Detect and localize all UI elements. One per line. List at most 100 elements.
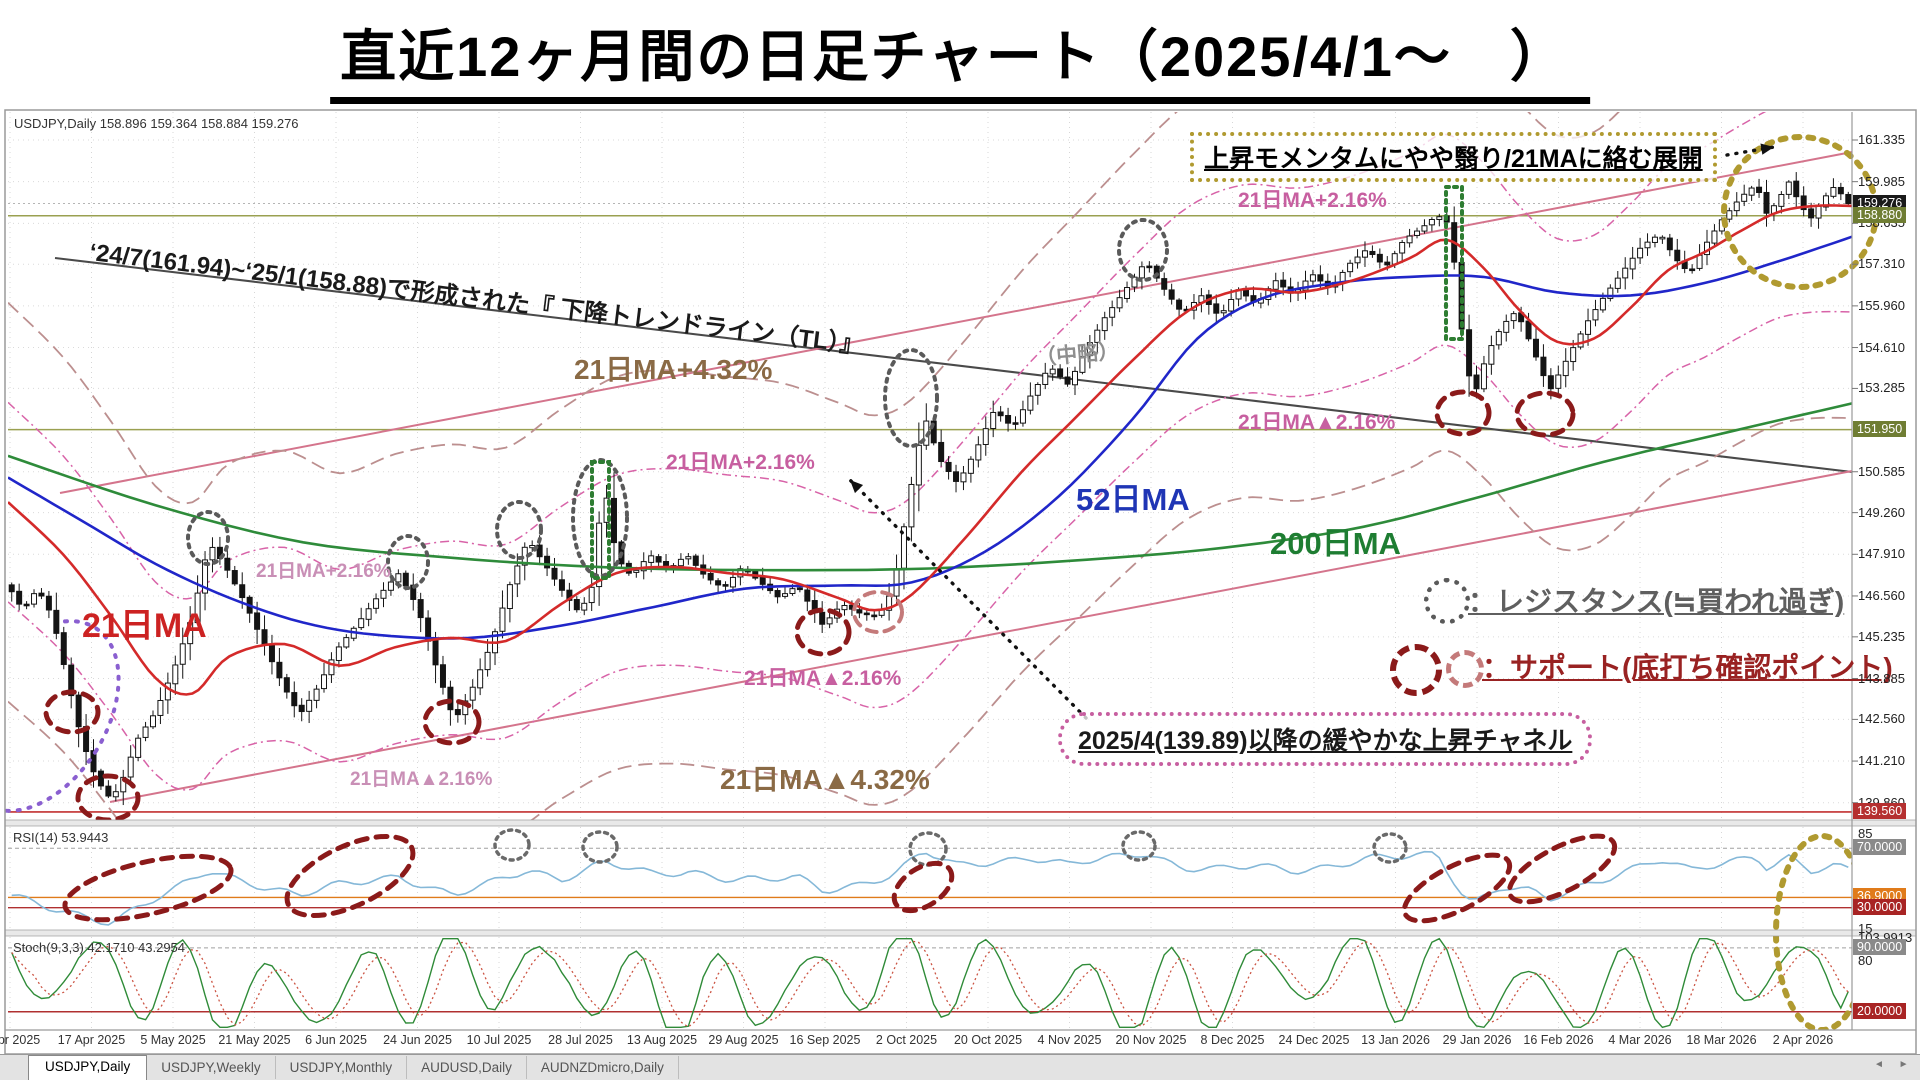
scale-label: 149.260 — [1858, 504, 1905, 520]
resistance-ellipse — [883, 348, 939, 448]
date-tick-label: 29 Aug 2025 — [708, 1033, 779, 1047]
ma-envelopes — [8, 112, 1853, 820]
support-ellipse — [75, 773, 141, 820]
resistance-legend-icon — [1424, 578, 1470, 624]
env-minus-216-mid: 21日MA▲2.16% — [744, 667, 902, 690]
date-tick-label: 18 Mar 2026 — [1686, 1033, 1757, 1047]
support-ellipse — [43, 689, 101, 735]
support-light-legend-icon — [1446, 650, 1484, 688]
scale-label: 145.235 — [1858, 628, 1905, 644]
rsi-resistance-circle — [493, 828, 531, 862]
env-plus-216-left: 21日MA+2.16% — [256, 561, 391, 582]
date-tick-label: 6 Jun 2025 — [305, 1033, 367, 1047]
scale-label: 141.210 — [1858, 753, 1905, 769]
date-tick-label: 20 Nov 2025 — [1115, 1033, 1187, 1047]
rsi-support-ellipse — [1506, 833, 1618, 905]
scale-value-box: 20.0000 — [1853, 1002, 1907, 1019]
breakout-candle-box — [590, 460, 611, 580]
rsi-indicator-label: RSI(14) 53.9443 — [13, 830, 109, 845]
tab-audusd-daily[interactable]: AUDUSD,Daily — [407, 1056, 527, 1079]
stoch-panel — [8, 937, 1852, 1029]
support-ellipse — [422, 698, 482, 746]
scale-value-box: 90.0000 — [1853, 938, 1907, 955]
date-tick-label: 24 Jun 2025 — [383, 1033, 452, 1047]
tab-scroll-arrows[interactable]: ◄ ► — [1874, 1059, 1915, 1070]
rsi-support-ellipse — [1401, 852, 1513, 924]
rsi-support-ellipse — [891, 860, 955, 914]
date-tick-label: 24 Dec 2025 — [1278, 1033, 1350, 1047]
env-plus-432-label: 21日MA+4.32% — [574, 354, 773, 385]
purple-zone-ellipse — [0, 619, 121, 813]
momentum-annotation: 上昇モメンタムにやや翳り/21MAに絡む展開 — [1190, 132, 1717, 182]
date-tick-label: 16 Sep 2025 — [789, 1033, 861, 1047]
env-plus-216-top: 21日MA+2.16% — [1238, 189, 1387, 212]
rsi-support-ellipse — [284, 833, 416, 919]
rsi-resistance-circle — [1121, 830, 1157, 862]
channel-annotation: 2025/4(139.89)以降の緩やかな上昇チャネル — [1058, 712, 1593, 766]
scale-value-box: 158.880 — [1853, 206, 1907, 223]
drop-candle-box — [1444, 185, 1464, 341]
resistance-legend-label: ：レジスタンス(≒買われ過ぎ) — [1468, 586, 1845, 617]
support-ellipse — [1434, 389, 1492, 437]
env-plus-216-mid: 21日MA+2.16% — [666, 451, 815, 474]
tab-usdjpy-monthly[interactable]: USDJPY,Monthly — [276, 1056, 408, 1079]
rsi-resistance-circle — [581, 830, 619, 864]
date-tick-label: 20 Oct 2025 — [953, 1033, 1023, 1047]
date-tick-label: 10 Jul 2025 — [466, 1033, 532, 1047]
scale-label: 143.885 — [1858, 670, 1905, 686]
ma21-label: 21日MA — [82, 607, 207, 645]
env-minus-216-right: 21日MA▲2.16% — [1238, 411, 1396, 434]
env-minus-432-label: 21日MA▲4.32% — [720, 764, 930, 795]
scale-label: 155.960 — [1858, 297, 1905, 313]
support-legend-label: ：サポート(底打ち確認ポイント) — [1482, 652, 1893, 683]
scale-label: 153.285 — [1858, 380, 1905, 396]
scale-label: 159.985 — [1858, 173, 1905, 189]
support-ellipse — [794, 607, 852, 657]
window-chrome — [4, 109, 1917, 1055]
scale-label: 147.910 — [1858, 546, 1905, 562]
date-tick-label: 2 Oct 2025 — [875, 1033, 938, 1047]
date-tick-label: 21 May 2025 — [218, 1033, 291, 1047]
scale-label: 146.560 — [1858, 587, 1905, 603]
rsi-support-ellipse — [62, 853, 234, 923]
tab-audnzdmicro-daily[interactable]: AUDNZDmicro,Daily — [527, 1056, 679, 1079]
chart-symbol-info: USDJPY,Daily 158.896 159.364 158.884 159… — [14, 116, 299, 131]
date-tick-label: 4 Nov 2025 — [1037, 1033, 1102, 1047]
channel-note-arrow — [848, 478, 1088, 720]
scale-label: 85 — [1858, 826, 1873, 841]
scale-value-box: 159.276 — [1853, 194, 1907, 211]
chart-tabs[interactable]: USDJPY,Daily USDJPY,Weekly USDJPY,Monthly A… — [0, 1054, 1920, 1080]
scale-value-box: 151.950 — [1853, 420, 1907, 437]
ma52-label: 52日MA — [1076, 482, 1190, 517]
level-lines — [8, 203, 1852, 813]
date-tick-label: 8 Dec 2025 — [1200, 1033, 1265, 1047]
scale-label: 157.310 — [1858, 256, 1905, 272]
scale-label: 142.560 — [1858, 711, 1905, 727]
momentum-note-arrow — [1725, 145, 1776, 157]
scale-label: 15 — [1858, 920, 1873, 936]
rsi-resistance-circle — [908, 831, 948, 867]
date-tick-label: 1 Apr 2025 — [0, 1033, 41, 1047]
support-light-ellipse — [852, 590, 904, 634]
date-tick-label: 29 Jan 2026 — [1442, 1033, 1512, 1047]
scale-value-box: 30.0000 — [1853, 898, 1907, 915]
resistance-ellipse — [386, 534, 430, 590]
date-tick-label: 4 Mar 2026 — [1608, 1033, 1672, 1047]
date-tick-label: 28 Jul 2025 — [548, 1033, 613, 1047]
page-title: 直近12ヶ月間の日足チャート（2025/4/1～ ） — [330, 12, 1590, 104]
rsi-resistance-circle — [1372, 832, 1408, 864]
resistance-ellipse — [186, 510, 230, 566]
channel-note-arrow-head — [850, 480, 864, 494]
stoch-indicator-label: Stoch(9,3,3) 42.1710 43.2954 — [13, 940, 186, 955]
resistance-ellipse — [1117, 218, 1169, 282]
scale-value-box: 139.560 — [1853, 802, 1907, 819]
tab-usdjpy-weekly[interactable]: USDJPY,Weekly — [147, 1056, 276, 1079]
support-ellipse — [1514, 390, 1576, 438]
date-tick-label: 2 Apr 2026 — [1772, 1033, 1834, 1047]
env-minus-216-left: 21日MA▲2.16% — [350, 769, 493, 790]
scale-label: 154.610 — [1858, 339, 1905, 355]
tab-usdjpy-daily[interactable]: USDJPY,Daily — [28, 1055, 148, 1080]
scale-label: 150.585 — [1858, 463, 1905, 479]
